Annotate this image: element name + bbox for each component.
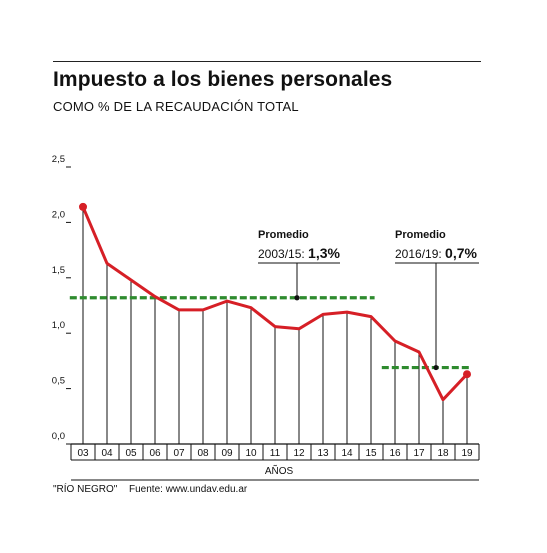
source-note: Fuente: www.undav.edu.ar [129, 484, 248, 495]
y-tick-label: 0,5 [52, 376, 65, 387]
x-tick-label: 05 [125, 448, 137, 459]
x-tick-label: 10 [245, 448, 257, 459]
average-marker [433, 364, 439, 371]
x-tick-label: 14 [341, 448, 353, 459]
data-point-start [79, 202, 87, 211]
x-tick-label: 13 [317, 448, 329, 459]
x-tick-label: 16 [389, 448, 401, 459]
y-tick-label: 2,5 [52, 154, 65, 165]
x-tick-label: 15 [365, 448, 377, 459]
x-tick-label: 19 [461, 448, 473, 459]
chart-title: Impuesto a los bienes personales [53, 68, 393, 91]
average-marker [294, 295, 300, 301]
x-tick-label: 18 [437, 448, 449, 459]
x-tick-label: 12 [293, 448, 305, 459]
footer-note: "RÍO NEGRO" [53, 484, 118, 495]
x-tick-label: 04 [101, 448, 113, 459]
x-tick-label: 17 [413, 448, 425, 459]
x-tick-label: 07 [173, 448, 185, 459]
average-period: 2016/19: 0,7% [395, 245, 478, 261]
y-tick-label: 2,0 [52, 209, 65, 220]
title-rule [53, 61, 481, 62]
y-tick-label: 1,5 [52, 265, 65, 276]
x-tick-label: 06 [149, 448, 161, 459]
y-tick-label: 0,0 [52, 431, 65, 442]
y-tick-label: 1,0 [52, 320, 65, 331]
average-label: Promedio [395, 229, 446, 241]
x-tick-label: 09 [221, 448, 233, 459]
data-point-end [463, 370, 471, 379]
x-axis-title: AÑOS [265, 464, 294, 477]
x-tick-label: 11 [270, 448, 281, 459]
x-tick-label: 03 [77, 448, 89, 459]
x-tick-label: 08 [197, 448, 209, 459]
average-label: Promedio [258, 229, 309, 241]
series-line [81, 205, 469, 402]
average-period: 2003/15: 1,3% [258, 245, 341, 261]
chart-subtitle: COMO % DE LA RECAUDACIÓN TOTAL [53, 99, 299, 114]
